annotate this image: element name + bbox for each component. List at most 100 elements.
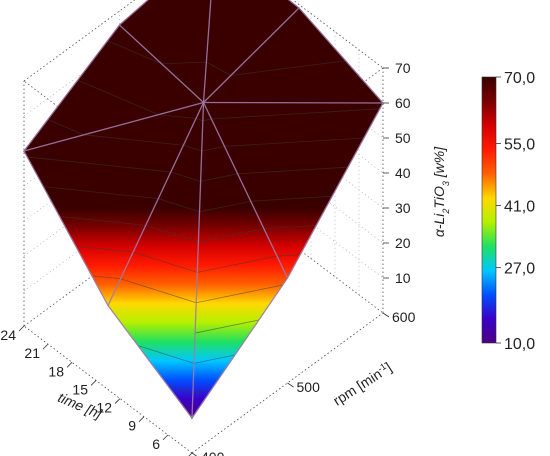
- mesh-edge: [107, 305, 193, 419]
- colorbar-tick-label: 41,0: [504, 199, 535, 216]
- z-axis-title-b: TiO: [431, 186, 447, 209]
- contour-line: [201, 145, 225, 152]
- contour-line: [198, 228, 264, 243]
- contour-line: [206, 61, 231, 76]
- contour-line: [137, 345, 195, 364]
- rpm-tick-mark: [191, 452, 198, 456]
- colorbar: [481, 76, 497, 344]
- contour-line: [161, 61, 207, 65]
- contour-line: [145, 224, 199, 243]
- mesh-edge: [23, 24, 121, 152]
- mesh-edge: [202, 102, 289, 279]
- time-tick-mark: [66, 362, 73, 368]
- contour-line: [195, 118, 203, 122]
- mesh-edge: [23, 150, 109, 306]
- contour-line: [211, 108, 380, 120]
- contour-line: [263, 225, 317, 230]
- contour-line: [237, 166, 349, 175]
- time-tick-mark: [18, 325, 25, 332]
- time-tick-label: 18: [48, 363, 64, 379]
- mesh-edge: [23, 101, 204, 152]
- colorbar-tick-label: 27,0: [504, 261, 535, 278]
- z-axis-ticks: 10 20 30 40 50 60 70: [383, 60, 411, 286]
- z-tick-label: 30: [395, 200, 411, 216]
- rpm-axis-title-end: ]: [382, 359, 394, 375]
- contour-line: [200, 173, 238, 182]
- box-front-edges: [23, 312, 384, 454]
- time-tick-label: 15: [72, 381, 88, 397]
- rpm-tick-mark: [287, 382, 294, 388]
- z-tick-label: 10: [395, 270, 411, 286]
- time-axis-ticks: 3 69 12 15 18 21 24: [0, 325, 193, 456]
- contour-line: [197, 255, 278, 273]
- contour-line: [59, 215, 146, 226]
- contour-line: [276, 254, 301, 257]
- contour-line: [183, 144, 202, 152]
- contour-line: [75, 245, 134, 253]
- z-axis-title-c: [w%]: [431, 146, 447, 181]
- z-axis-title-sub2: 3: [441, 181, 451, 186]
- mesh-edge: [107, 102, 205, 306]
- colorbar-tick-label: 70,0: [504, 70, 535, 87]
- time-tick-mark: [90, 380, 97, 386]
- contour-line: [193, 354, 236, 364]
- z-axis-title-sub1: 2: [441, 209, 451, 215]
- box-edge: [23, 325, 193, 454]
- contour-line: [43, 186, 159, 200]
- time-tick-label: 21: [24, 345, 40, 361]
- time-tick-label: 12: [96, 400, 112, 416]
- time-tick-mark: [114, 398, 121, 404]
- contour-line: [196, 284, 283, 304]
- contour-line: [107, 40, 162, 65]
- mesh-edge: [119, 0, 149, 26]
- mesh-edge: [298, 7, 384, 104]
- mesh-edge: [191, 102, 205, 419]
- rpm-tick-label: 400: [201, 449, 225, 456]
- contour-line: [47, 119, 84, 136]
- rpm-tick-label: 600: [392, 309, 416, 325]
- contour-line: [202, 118, 212, 122]
- z-tick-label: 20: [395, 235, 411, 251]
- contour-line: [120, 278, 197, 304]
- colorbar-ticks: 70,0 55,0 41,0 27,0 10,0: [496, 70, 535, 353]
- time-tick-label: 9: [128, 418, 136, 434]
- contour-line: [170, 171, 201, 182]
- box-edge: [191, 312, 384, 454]
- mesh-edge: [203, 101, 384, 104]
- colorbar-tick-label: 55,0: [504, 137, 535, 154]
- box-edge: [292, 0, 384, 69]
- z-axis-title-a: α-Li: [431, 213, 447, 237]
- z-tick-label: 40: [395, 165, 411, 181]
- contour-line: [77, 79, 159, 115]
- rpm-axis-ticks: 400 500 600: [191, 309, 416, 456]
- time-tick-mark: [162, 434, 169, 441]
- mesh-edge: [203, 7, 300, 103]
- contour-line: [195, 319, 259, 334]
- contour-line: [83, 134, 184, 146]
- contour-line: [27, 156, 171, 173]
- z-tick-label: 70: [395, 60, 411, 76]
- surface-mesh: [22, 0, 384, 420]
- contour-line: [230, 60, 346, 76]
- rpm-axis-title-main: rpm [min: [330, 366, 384, 409]
- contour-line: [250, 195, 333, 202]
- mesh-edge: [119, 24, 204, 103]
- contour-line: [192, 389, 212, 395]
- contour-line: [91, 275, 121, 280]
- contour-line: [167, 385, 194, 395]
- contour-line: [224, 137, 364, 147]
- time-tick-label: 6: [152, 436, 160, 452]
- mesh-edge: [286, 102, 384, 279]
- rpm-tick-mark: [382, 312, 390, 318]
- colorbar-tick-label: 10,0: [504, 336, 535, 353]
- time-tick-label: 24: [0, 327, 16, 343]
- time-tick-label: 3: [176, 454, 184, 456]
- z-tick-label: 60: [395, 95, 411, 111]
- contour-line: [158, 198, 200, 213]
- mesh-edge: [191, 277, 289, 419]
- rpm-axis-title: rpm [min-1]: [330, 359, 394, 409]
- z-tick-label: 50: [395, 130, 411, 146]
- mesh-edge: [202, 0, 212, 103]
- contour-line: [199, 200, 251, 213]
